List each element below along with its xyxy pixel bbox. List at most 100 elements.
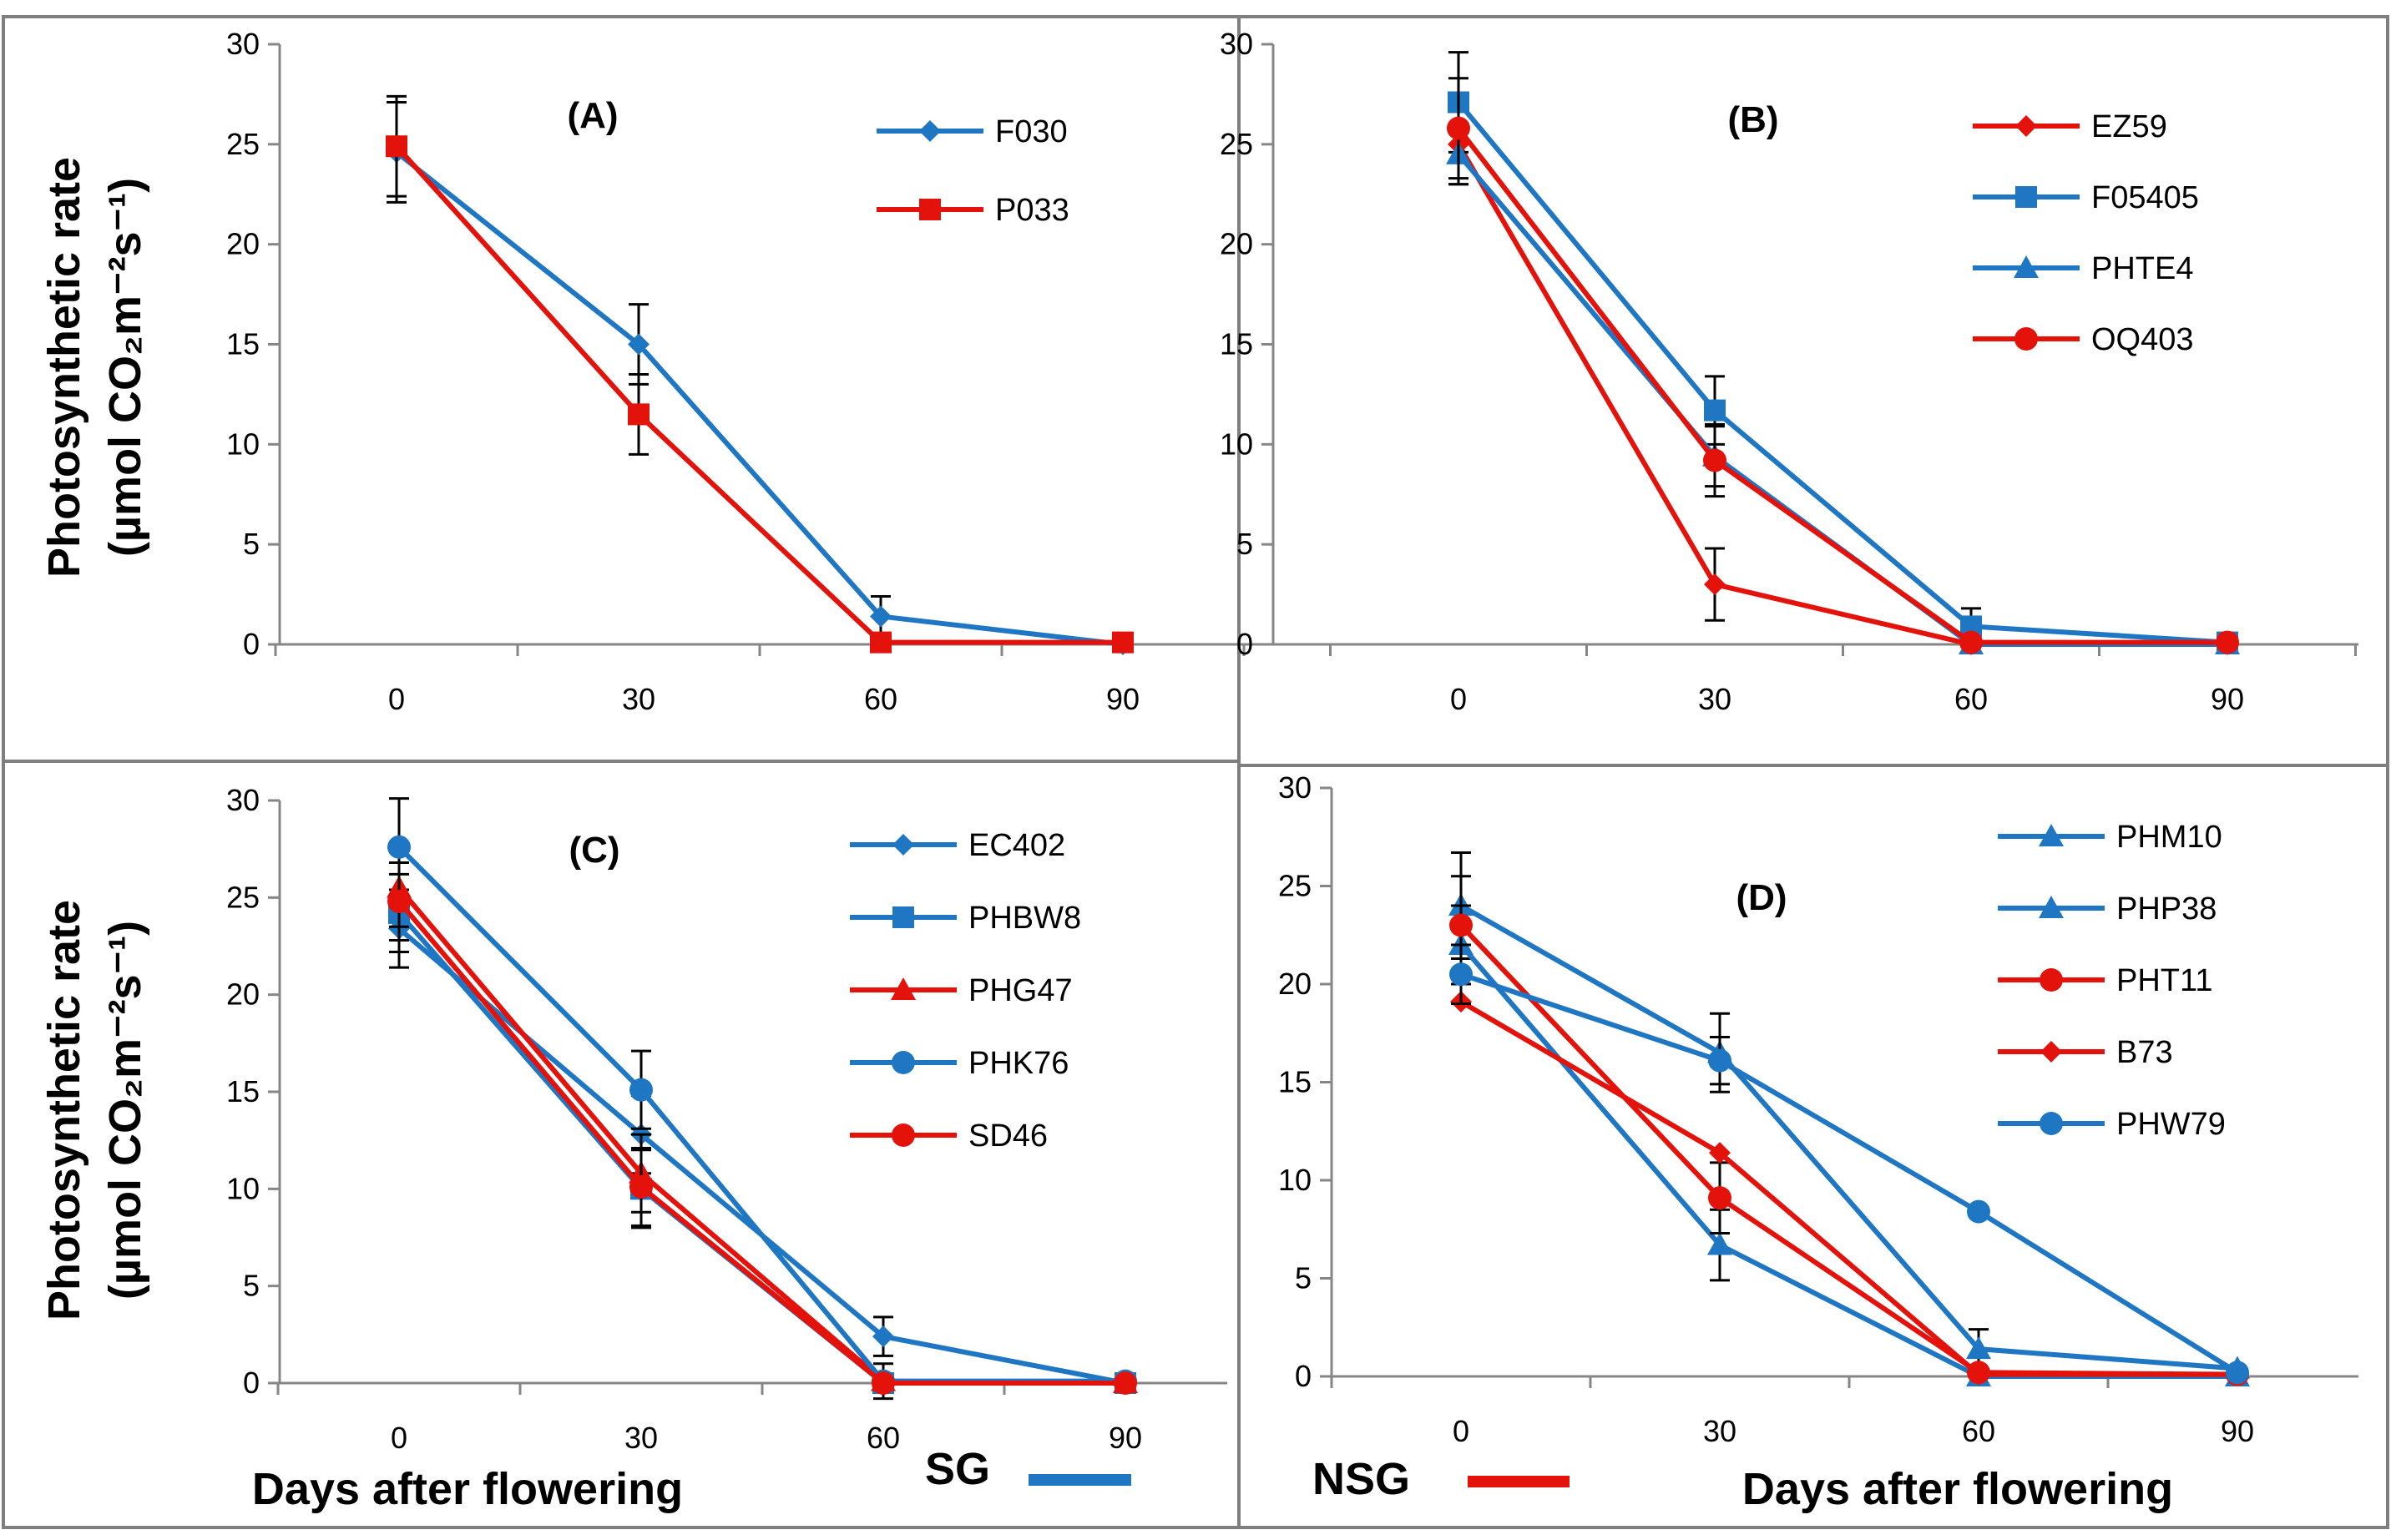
series-line: [1456, 100, 2228, 645]
legend-label: EZ59: [2091, 109, 2167, 144]
y-tick-label: 20: [1278, 967, 1312, 1001]
data-point: [629, 1078, 653, 1102]
x-tick-label: 0: [1453, 1414, 1469, 1448]
data-point: [1968, 1363, 1989, 1386]
series-sd46: [387, 861, 1137, 1395]
y-tick-label: 15: [226, 327, 260, 361]
legend-marker: [892, 1123, 915, 1147]
data-point: [1966, 1336, 1991, 1360]
data-point: [628, 403, 650, 426]
x-axis-title-left: Days after flowering: [252, 1464, 683, 1514]
sg-group-label: SG: [925, 1444, 990, 1494]
panel-label: (B): [1727, 99, 1778, 140]
legend-label: PHT11: [2116, 963, 2212, 998]
legend-marker: [2015, 186, 2037, 208]
y-tick-label: 30: [226, 783, 260, 817]
y-tick-label: 0: [1236, 627, 1253, 661]
y-tick-label: 15: [226, 1074, 260, 1108]
data-point: [629, 1175, 653, 1199]
chart-panel-0: 0 5 10 15 20 25 30 0 30 60 90 F030 P033 (A): [226, 27, 1298, 716]
panels: 0 5 10 15 20 25 30 0 30 60 90 F030 P033 (A) 0 5 10 15 20 25…: [226, 27, 2358, 1455]
y-tick-label: 5: [243, 1269, 260, 1303]
data-point: [1114, 1371, 1137, 1395]
data-point: [2226, 1361, 2249, 1385]
series-line: [397, 900, 1125, 1386]
chart-panel-1: 0 5 10 15 20 25 30 0 30 60 90 EZ59 F05405 PHTE4 OQ403 (…: [1220, 27, 2358, 716]
x-tick-label: 30: [624, 1421, 658, 1455]
x-tick-label: 0: [1450, 682, 1467, 716]
data-point: [870, 631, 892, 654]
legend-label: SD46: [968, 1118, 1048, 1154]
legend-label: PHW79: [2116, 1107, 2226, 1142]
legend-marker: [2015, 115, 2037, 137]
legend-marker: [2039, 824, 2064, 846]
y-axis-title-bottom-units: (µmol CO₂m⁻²s⁻¹): [100, 921, 150, 1300]
data-point: [1703, 448, 1726, 472]
data-point: [387, 835, 411, 859]
data-point: [1704, 573, 1726, 596]
y-tick-label: 10: [226, 1171, 260, 1205]
series-line: [1456, 126, 2227, 645]
legend-marker: [892, 1051, 915, 1074]
data-point: [1449, 913, 1473, 937]
legend-label: PHP38: [2116, 891, 2217, 927]
legend-label: PHK76: [968, 1046, 1069, 1081]
y-tick-label: 0: [1295, 1359, 1312, 1393]
x-tick-label: 0: [391, 1421, 407, 1455]
legend-label: F030: [995, 114, 1068, 149]
legend-marker: [919, 120, 941, 142]
data-point: [1704, 399, 1726, 422]
panel-label: (A): [567, 95, 618, 136]
nsg-group-label: NSG: [1312, 1454, 1410, 1504]
data-point: [1708, 1186, 1731, 1210]
x-tick-label: 30: [1703, 1414, 1736, 1448]
legend-label: EC402: [968, 828, 1065, 863]
data-point: [628, 333, 650, 356]
legend-label: B73: [2116, 1035, 2173, 1070]
series-line: [395, 150, 1124, 647]
y-tick-label: 5: [1295, 1261, 1312, 1295]
series-line: [1460, 972, 2239, 1375]
data-point: [1449, 962, 1473, 987]
figure-frame: [2, 15, 2389, 1529]
y-tick-label: 30: [226, 27, 260, 61]
y-tick-label: 20: [226, 227, 260, 261]
data-point: [1709, 1142, 1731, 1164]
data-point: [872, 1371, 895, 1395]
legend-marker: [891, 977, 916, 1000]
data-point: [387, 889, 411, 913]
y-tick-label: 25: [1220, 127, 1253, 161]
y-tick-label: 25: [226, 880, 260, 914]
panel-label: (C): [569, 830, 619, 871]
x-tick-label: 0: [388, 682, 405, 716]
x-tick-label: 90: [1106, 682, 1140, 716]
y-tick-label: 30: [1278, 770, 1312, 805]
series-line: [1459, 903, 2238, 1371]
x-tick-label: 90: [2211, 682, 2244, 716]
y-tick-label: 10: [1220, 427, 1253, 461]
data-point: [386, 135, 407, 158]
data-point: [1967, 1199, 1990, 1224]
legend-label: PHTE4: [2091, 251, 2193, 286]
y-tick-label: 15: [1220, 327, 1253, 361]
y-tick-label: 15: [1278, 1065, 1312, 1099]
legend-label: OQ403: [2091, 322, 2194, 357]
chart-panel-3: 0 5 10 15 20 25 30 0 30 60 90 PHM10 PHP38 PHT11 B73 PHW…: [1278, 770, 2358, 1448]
y-tick-label: 25: [1278, 869, 1312, 903]
legend-label: PHBW8: [968, 901, 1081, 936]
x-tick-label: 60: [867, 1421, 900, 1455]
data-point: [1707, 1232, 1732, 1255]
y-axis-title-top-units: (µmol CO₂m⁻²s⁻¹): [100, 178, 150, 557]
legend-marker: [2040, 968, 2063, 992]
data-point: [872, 1325, 894, 1348]
x-tick-label: 30: [622, 682, 655, 716]
y-tick-label: 5: [1236, 527, 1253, 561]
y-tick-label: 0: [243, 1366, 260, 1400]
legend-marker: [2040, 1112, 2063, 1135]
x-tick-label: 90: [1109, 1421, 1142, 1455]
panel-label: (D): [1736, 877, 1787, 918]
x-tick-label: 90: [2221, 1414, 2254, 1448]
y-tick-label: 30: [1220, 27, 1253, 61]
y-tick-label: 10: [226, 427, 260, 461]
